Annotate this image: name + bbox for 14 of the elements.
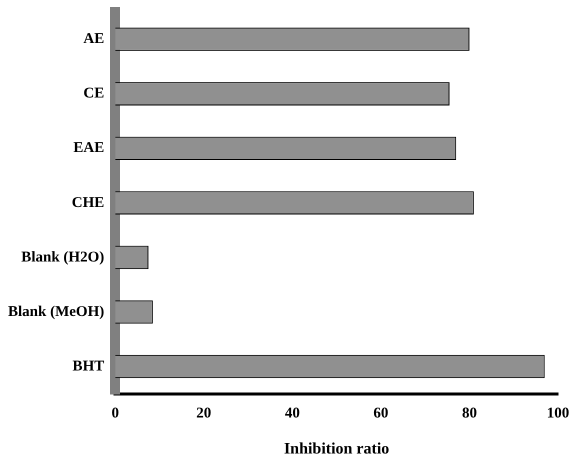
- y-tick-label: BHT: [72, 358, 104, 374]
- x-tick-label: 100: [546, 406, 570, 422]
- x-axis-title: Inhibition ratio: [284, 440, 390, 458]
- x-tick-label: 60: [373, 406, 388, 422]
- x-tick-label: 80: [462, 406, 477, 422]
- y-tick-label: Blank (H2O): [21, 249, 104, 266]
- y-tick-label: CE: [83, 86, 104, 102]
- x-tick-label: 20: [196, 406, 212, 422]
- y-tick-label: AE: [83, 31, 104, 48]
- y-tick-label: CHE: [72, 194, 104, 211]
- y-tick-label: EAE: [73, 140, 104, 156]
- x-tick-label: 40: [284, 406, 300, 422]
- x-tick-label: 0: [112, 406, 119, 422]
- y-tick-label: Blank (MeOH): [8, 304, 104, 320]
